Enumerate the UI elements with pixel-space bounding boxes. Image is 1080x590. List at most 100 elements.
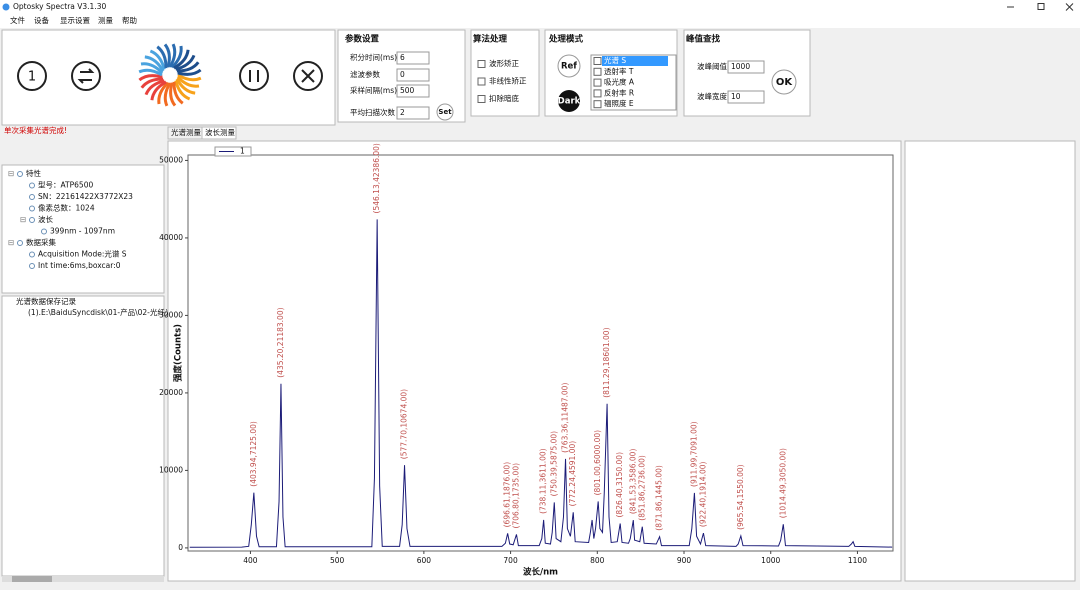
maximize[interactable]	[1037, 3, 1045, 10]
logo-petal	[168, 43, 177, 68]
tree-item[interactable]: Int time:6ms,boxcar:0	[38, 261, 121, 270]
params-title: 参数设置	[345, 34, 380, 45]
x-tick-label: 900	[677, 556, 692, 565]
mode-title: 处理模式	[548, 34, 584, 45]
peak-label: (911.99,7091.00)	[689, 421, 698, 487]
field-label: 积分时间(ms)	[350, 52, 397, 62]
peak-label: (403.94,7125.00)	[249, 421, 258, 487]
logo-petal	[172, 81, 184, 105]
y-axis-label: 强度(Counts)	[173, 324, 184, 382]
algorithm-title: 算法处理	[473, 34, 508, 45]
field-input[interactable]	[727, 60, 765, 74]
peak-label: (1014.49,3050.00)	[778, 448, 787, 518]
tree-node-icon	[17, 171, 23, 177]
tree-node-icon	[29, 251, 35, 258]
checkbox[interactable]	[593, 89, 602, 98]
peak-label: (763.36,11487.00)	[561, 383, 570, 453]
tree-item[interactable]: 像素总数：1024	[38, 203, 95, 213]
tree-node-icon	[29, 205, 35, 212]
status-message: 单次采集光谱完成!	[4, 125, 67, 135]
stop-button[interactable]	[293, 61, 323, 91]
checkbox[interactable]	[477, 60, 486, 68]
field-value: 1000	[731, 62, 750, 71]
scroll-thumb[interactable]	[12, 576, 52, 582]
logo-petal	[174, 80, 191, 101]
logo-petal	[157, 81, 169, 105]
field-input[interactable]	[396, 84, 430, 98]
records-panel	[1, 295, 165, 577]
menu-item[interactable]: 文件	[10, 15, 25, 25]
menu-item[interactable]: 测量	[98, 16, 113, 25]
checkbox[interactable]	[477, 95, 486, 103]
logo-petal	[140, 62, 164, 74]
close[interactable]	[1065, 3, 1074, 11]
tree-item[interactable]: SN：22161422X3772X23	[38, 192, 133, 201]
pause-icon	[249, 70, 259, 82]
logo-petal	[176, 76, 200, 88]
single-icon-text: 1	[28, 70, 36, 85]
tab[interactable]	[201, 126, 237, 140]
tree-item[interactable]: Acquisition Mode:光谱 S	[38, 249, 127, 259]
checkbox[interactable]	[593, 67, 602, 76]
logo-petal	[140, 77, 164, 89]
ref-button[interactable]	[557, 54, 581, 78]
peak-label: (801.00,6000.00)	[593, 430, 602, 496]
h-scrollbar[interactable]	[2, 576, 164, 582]
tree-item[interactable]: 特性	[26, 168, 41, 178]
ok-label: OK	[776, 77, 794, 88]
tree-item[interactable]: 数据采集	[26, 237, 56, 247]
menu-item[interactable]: 显示设置	[60, 15, 90, 25]
logo-petal	[138, 74, 163, 82]
peak-label: (750.39,5875.00)	[549, 431, 558, 497]
tree-item[interactable]: 型号：ATP6500	[38, 181, 93, 190]
device-panel	[1, 164, 165, 294]
peak-label: (922.40,1914.00)	[698, 462, 707, 528]
tree-item[interactable]: 399nm - 1097nm	[50, 227, 115, 236]
field-input[interactable]	[396, 106, 430, 120]
plot-area	[187, 154, 894, 552]
logo-petal	[175, 78, 196, 95]
mode-option: 透射率 T	[604, 66, 634, 76]
y-tick-label: 40000	[159, 233, 183, 242]
record-item[interactable]: (1).E:\BaiduSyncdisk\01-产品\02-光纤光谱仪	[28, 307, 188, 317]
ok-button[interactable]	[771, 69, 797, 95]
y-tick-label: 30000	[159, 310, 183, 319]
field-input[interactable]	[727, 90, 765, 104]
pause-button[interactable]	[239, 61, 269, 91]
continuous-scan-button[interactable]	[71, 61, 101, 91]
peak-label: (965.54,1550.00)	[736, 464, 745, 530]
logo-petal	[163, 43, 171, 68]
field-input[interactable]	[396, 68, 430, 82]
menu-item[interactable]: 设备	[34, 15, 49, 25]
checkbox[interactable]	[593, 57, 602, 65]
dark-button[interactable]	[558, 90, 580, 112]
field-value: 6	[400, 53, 405, 62]
chart: 0 10000 20000 30000 40000 50000 400 500 600 700 80…	[159, 143, 894, 578]
logo-petal	[138, 68, 163, 77]
logo-petal	[144, 55, 165, 72]
logo-petal	[156, 45, 168, 69]
field-value: 10	[731, 92, 741, 101]
spectrum-line	[189, 219, 893, 548]
field-input[interactable]	[396, 51, 430, 65]
checkbox-label: 扣除暗底	[489, 93, 519, 103]
checkbox[interactable]	[593, 100, 602, 109]
single-scan-button[interactable]	[17, 61, 47, 91]
field-label: 滤波参数	[350, 69, 380, 79]
toolbar	[1, 29, 336, 126]
set-button[interactable]	[436, 103, 454, 121]
y-tick-label: 20000	[159, 388, 183, 397]
field-label: 波峰阈值	[697, 61, 727, 71]
peak-label: (841.53,3586.00)	[628, 449, 637, 515]
peak-label: (435.20,21183.00)	[276, 307, 285, 377]
tree-item[interactable]: 波长	[38, 214, 53, 224]
menu-item[interactable]: 帮助	[122, 15, 137, 25]
field-value: 500	[400, 86, 415, 95]
y-tick-label: 50000	[159, 155, 183, 164]
mode-option: 辐照度 E	[604, 98, 634, 108]
checkbox[interactable]	[477, 77, 486, 86]
checkbox[interactable]	[593, 78, 602, 87]
x-tick-label: 800	[590, 556, 605, 565]
peak-label: (696.61,1876.00)	[503, 462, 512, 528]
